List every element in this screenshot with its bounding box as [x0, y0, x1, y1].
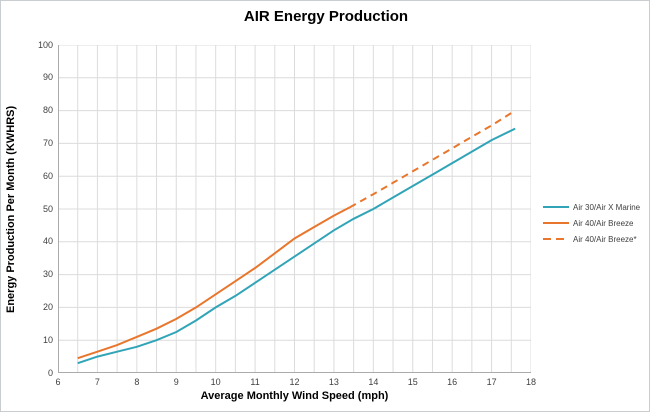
legend-line-sample	[543, 206, 569, 208]
x-tick-label: 10	[210, 377, 221, 387]
legend-dashed-line-sample	[543, 238, 569, 240]
x-tick-label: 6	[55, 377, 61, 387]
y-tick-label: 30	[42, 269, 53, 280]
legend-item: Air 40/Air Breeze	[543, 215, 640, 231]
x-tick-label: 14	[368, 377, 379, 387]
legend-line-sample	[543, 222, 569, 224]
x-tick-label: 9	[173, 377, 179, 387]
legend-label: Air 40/Air Breeze*	[573, 234, 637, 244]
y-tick-label: 90	[42, 72, 53, 83]
legend-label: Air 30/Air X Marine	[573, 202, 641, 212]
x-tick-label: 15	[407, 377, 418, 387]
plot-area	[58, 45, 531, 373]
x-tick-label: 17	[486, 377, 497, 387]
x-tick-label: 12	[289, 377, 300, 387]
legend-item: Air 30/Air X Marine	[543, 199, 640, 215]
x-axis-title: Average Monthly Wind Speed (mph)	[200, 390, 389, 402]
x-tick-label: 16	[447, 377, 458, 387]
y-tick-label: 100	[37, 39, 53, 50]
series-line-1	[77, 206, 351, 360]
chart-title: AIR Energy Production	[243, 8, 409, 25]
y-tick-label: 80	[42, 105, 53, 116]
y-tick-label: 10	[42, 334, 53, 345]
x-tick-label: 7	[94, 377, 100, 387]
y-tick-label: 50	[42, 203, 53, 214]
x-tick-label: 11	[250, 377, 260, 387]
x-tick-label: 8	[134, 377, 140, 387]
y-tick-label: 60	[42, 170, 53, 181]
y-tick-label: 0	[47, 367, 53, 378]
legend-label: Air 40/Air Breeze	[573, 218, 634, 228]
y-tick-label: 20	[42, 301, 53, 312]
series-line-2	[349, 109, 516, 209]
y-tick-label: 40	[42, 236, 53, 247]
x-tick-label: 18	[525, 377, 536, 387]
legend-item: Air 40/Air Breeze*	[543, 231, 640, 247]
x-tick-label: 13	[328, 377, 339, 387]
y-tick-label: 70	[42, 137, 53, 148]
legend: Air 30/Air X Marine Air 40/Air Breeze Air …	[543, 199, 640, 247]
series-line-0	[77, 127, 516, 365]
